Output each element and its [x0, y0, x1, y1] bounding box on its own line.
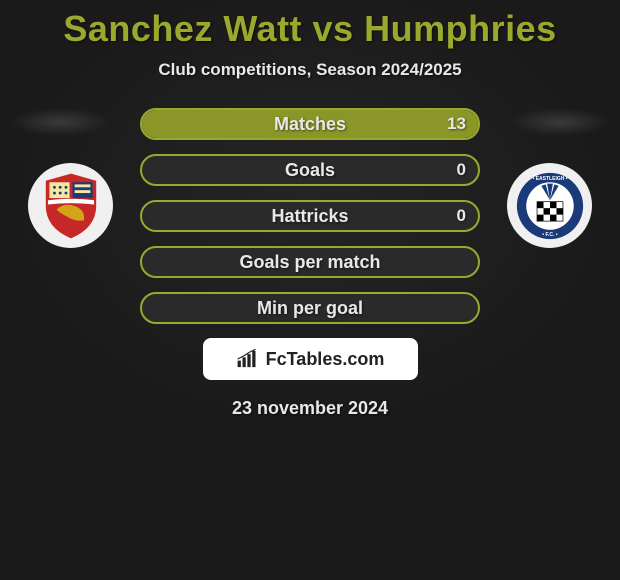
- subtitle: Club competitions, Season 2024/2025: [0, 60, 620, 80]
- stat-value-right: 13: [447, 114, 466, 134]
- stat-label: Hattricks: [271, 206, 348, 227]
- player1-halo: [10, 108, 110, 136]
- bar-chart-icon: [236, 349, 262, 369]
- svg-text:• EASTLEIGH •: • EASTLEIGH •: [532, 176, 567, 182]
- stat-bar: Hattricks 0: [140, 200, 480, 232]
- stat-bars: Matches 13 Goals 0 Hattricks 0 Goals per match…: [140, 108, 480, 324]
- player1-name: Sanchez Watt: [63, 8, 302, 49]
- stat-bar: Matches 13: [140, 108, 480, 140]
- stat-bar: Goals 0: [140, 154, 480, 186]
- stat-value-right: 0: [457, 160, 466, 180]
- stat-value-right: 0: [457, 206, 466, 226]
- svg-text:• F.C. •: • F.C. •: [542, 232, 558, 238]
- player2-crest: • EASTLEIGH • • F.C. •: [507, 163, 592, 248]
- shield-icon: [35, 170, 107, 242]
- stat-label: Goals per match: [239, 252, 380, 273]
- stat-label: Goals: [285, 160, 335, 181]
- club-badge-icon: • EASTLEIGH • • F.C. •: [514, 170, 586, 242]
- snapshot-date: 23 november 2024: [0, 398, 620, 419]
- stat-label: Matches: [274, 114, 346, 135]
- player2-name: Humphries: [364, 8, 557, 49]
- comparison-arena: • EASTLEIGH • • F.C. • Matches13Goals0Ha…: [0, 108, 620, 324]
- comparison-card: Sanchez Watt vs Humphries Club competiti…: [0, 0, 620, 580]
- branding-badge: FcTables.com: [203, 338, 418, 380]
- page-title: Sanchez Watt vs Humphries: [0, 0, 620, 50]
- vs-separator: vs: [302, 8, 364, 49]
- stat-bar: Min per goal: [140, 292, 480, 324]
- player2-halo: [510, 108, 610, 136]
- stat-bar: Goals per match: [140, 246, 480, 278]
- player1-crest: [28, 163, 113, 248]
- stat-label: Min per goal: [257, 298, 363, 319]
- branding-text: FcTables.com: [266, 349, 385, 370]
